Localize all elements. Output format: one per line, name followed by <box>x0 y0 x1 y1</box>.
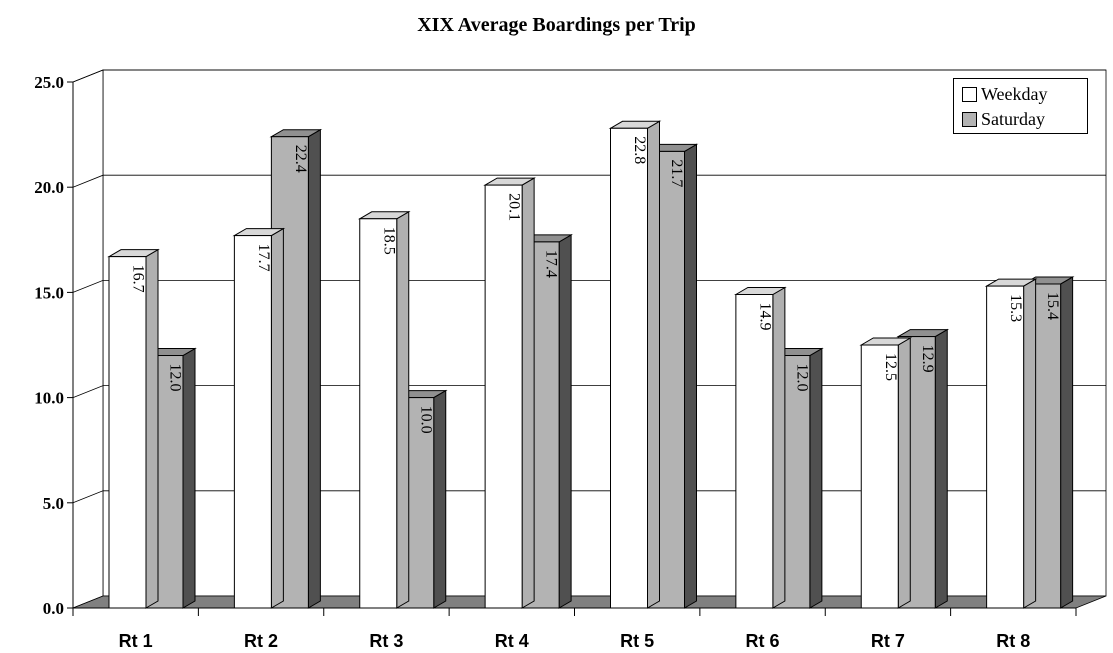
legend: Weekday Saturday <box>953 78 1088 134</box>
bar-weekday <box>986 285 1025 609</box>
data-label-saturday: 22.4 <box>292 145 309 173</box>
gridline <box>72 174 1106 188</box>
legend-label-saturday: Saturday <box>981 108 1045 129</box>
bar-side-weekday <box>521 177 535 609</box>
x-category-label: Rt 4 <box>495 631 529 651</box>
x-category-label: Rt 6 <box>746 631 780 651</box>
bar-weekday <box>233 235 272 609</box>
y-tick-label: 15.0 <box>34 283 64 302</box>
bar-side-saturday <box>684 143 697 609</box>
bar-side-saturday <box>934 328 948 609</box>
bar-side-weekday <box>647 120 660 609</box>
bar-weekday <box>610 127 648 609</box>
x-category-label: Rt 1 <box>119 631 153 651</box>
x-category-label: Rt 8 <box>996 631 1030 651</box>
bar-side-saturday <box>809 347 823 609</box>
gridline <box>72 69 1106 83</box>
bar-weekday <box>359 218 398 609</box>
bar-weekday <box>735 294 774 609</box>
data-label-saturday: 15.4 <box>1044 292 1061 320</box>
data-label-weekday: 20.1 <box>506 193 523 221</box>
bar-group <box>107 120 1075 609</box>
bar-side-weekday <box>270 227 284 609</box>
chart-title: XIX Average Boardings per Trip <box>417 14 696 36</box>
data-label-saturday: 12.9 <box>919 345 936 373</box>
y-tick-label: 25.0 <box>34 73 64 92</box>
data-label-saturday: 12.0 <box>167 364 184 392</box>
data-label-weekday: 14.9 <box>756 303 773 331</box>
x-category-label: Rt 2 <box>244 631 278 651</box>
data-label-weekday: 12.5 <box>882 353 899 381</box>
bar-weekday <box>860 344 899 609</box>
gridline <box>72 279 1106 293</box>
x-category-label: Rt 3 <box>369 631 403 651</box>
bar-side-weekday <box>897 337 911 609</box>
data-label-weekday: 22.8 <box>631 136 648 164</box>
bar-side-weekday <box>1023 278 1037 609</box>
x-category-label: Rt 7 <box>871 631 905 651</box>
bar-side-saturday <box>182 347 196 609</box>
y-tick-label: 0.0 <box>43 599 64 618</box>
axes <box>67 81 1077 616</box>
y-tick-label: 10.0 <box>34 389 64 408</box>
y-tick-label: 20.0 <box>34 178 64 197</box>
data-label-saturday: 10.0 <box>417 406 434 434</box>
x-category-label: Rt 5 <box>620 631 654 651</box>
data-label-weekday: 18.5 <box>380 227 397 255</box>
bar-weekday <box>108 256 147 609</box>
data-label-saturday: 12.0 <box>793 364 810 392</box>
bar-side-saturday <box>433 389 447 609</box>
data-label-saturday: 21.7 <box>668 159 685 187</box>
bar-side-saturday <box>1060 276 1074 609</box>
data-label-weekday: 17.7 <box>255 244 272 272</box>
legend-swatch-saturday <box>962 111 977 127</box>
bar-side-weekday <box>772 286 786 609</box>
data-label-saturday: 17.4 <box>543 250 560 278</box>
bar-weekday <box>484 184 523 609</box>
y-tick-label: 5.0 <box>43 494 64 513</box>
data-label-weekday: 16.7 <box>130 265 147 293</box>
bar-side-saturday <box>307 128 321 609</box>
legend-label-weekday: Weekday <box>981 83 1048 104</box>
side-wall <box>72 69 104 609</box>
chart-walls <box>72 69 1107 609</box>
data-label-weekday: 15.3 <box>1007 294 1024 322</box>
legend-item-weekday: Weekday <box>962 83 1048 105</box>
floor-plane <box>72 595 1107 609</box>
bar-side-weekday <box>396 210 410 609</box>
bar-side-saturday <box>558 234 572 609</box>
axis-labels: 0.0 5.0 10.0 15.0 20.0 25.0 12.0 16.7 Rt 1 22.4 17… <box>34 73 1061 651</box>
bar-side-weekday <box>145 248 159 609</box>
chart-floor <box>72 595 1107 609</box>
legend-item-saturday: Saturday <box>962 108 1045 130</box>
legend-swatch-weekday <box>962 86 977 102</box>
